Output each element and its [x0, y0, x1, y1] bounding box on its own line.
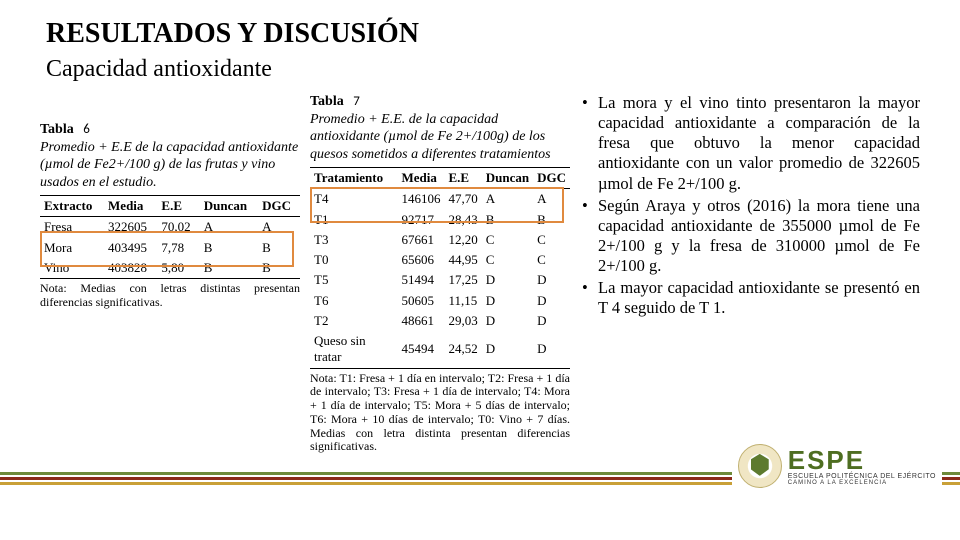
table-row: T24866129,03DD	[310, 311, 570, 331]
footer-bar: ESPE ESCUELA POLITÉCNICA DEL EJÉRCITO CA…	[0, 472, 960, 516]
table6-label: Tabla	[40, 122, 74, 137]
logo-block: ESPE ESCUELA POLITÉCNICA DEL EJÉRCITO CA…	[732, 442, 942, 490]
table6: Extracto Media E.E Duncan DGC Fresa32260…	[40, 195, 300, 279]
table-row: T414610647,70AA	[310, 189, 570, 210]
table7-note: Nota: T1: Fresa + 1 día en intervalo; T2…	[310, 372, 570, 455]
table-row: T36766112,20CC	[310, 230, 570, 250]
logo-line2: CAMINO A LA EXCELENCIA	[788, 480, 936, 486]
t6-h2: E.E	[157, 196, 199, 217]
t6-h4: DGC	[258, 196, 300, 217]
table6-number: 6	[83, 122, 90, 137]
t7-h3: Duncan	[482, 168, 533, 189]
table7-caption: Promedio + E.E. de la capacidad antioxid…	[310, 111, 570, 164]
table-row: T65060511,15DD	[310, 291, 570, 311]
t7-h4: DGC	[533, 168, 570, 189]
crest-icon	[738, 444, 782, 488]
table6-block: Tabla 6 Promedio + E.E de la capacidad a…	[40, 93, 300, 454]
logo-line1: ESCUELA POLITÉCNICA DEL EJÉRCITO	[788, 473, 936, 480]
bullet-item: La mora y el vino tinto presentaron la m…	[582, 93, 920, 194]
section-title: RESULTADOS Y DISCUSIÓN	[0, 0, 960, 56]
table-row: Mora4034957,78BB	[40, 238, 300, 258]
table-row: T55149417,25DD	[310, 270, 570, 290]
table7-label: Tabla	[310, 94, 344, 109]
bullet-item: La mayor capacidad antioxidante se prese…	[582, 278, 920, 318]
table-row: Vino4038285,80BB	[40, 258, 300, 279]
table7: Tratamiento Media E.E Duncan DGC T414610…	[310, 167, 570, 369]
t7-h2: E.E	[445, 168, 482, 189]
t6-h3: Duncan	[200, 196, 258, 217]
table7-number: 7	[353, 94, 360, 109]
t7-h1: Media	[398, 168, 445, 189]
table7-block: Tabla 7 Promedio + E.E. de la capacidad …	[310, 93, 570, 454]
table6-note: Nota: Medias con letras distintas presen…	[40, 282, 300, 310]
table-row: Fresa32260570,02AA	[40, 217, 300, 238]
t6-h0: Extracto	[40, 196, 104, 217]
discussion-bullets: La mora y el vino tinto presentaron la m…	[570, 93, 920, 454]
subsection-title: Capacidad antioxidante	[0, 56, 960, 93]
table-row: T06560644,95CC	[310, 250, 570, 270]
logo-brand: ESPE	[788, 447, 936, 473]
bullet-item: Según Araya y otros (2016) la mora tiene…	[582, 196, 920, 277]
table-row: Queso sin tratar4549424,52DD	[310, 331, 570, 368]
table-row: T19271728,43BB	[310, 210, 570, 230]
content-row: Tabla 6 Promedio + E.E de la capacidad a…	[0, 93, 960, 454]
t7-h0: Tratamiento	[310, 168, 398, 189]
table6-caption: Promedio + E.E de la capacidad antioxida…	[40, 139, 300, 192]
t6-h1: Media	[104, 196, 157, 217]
